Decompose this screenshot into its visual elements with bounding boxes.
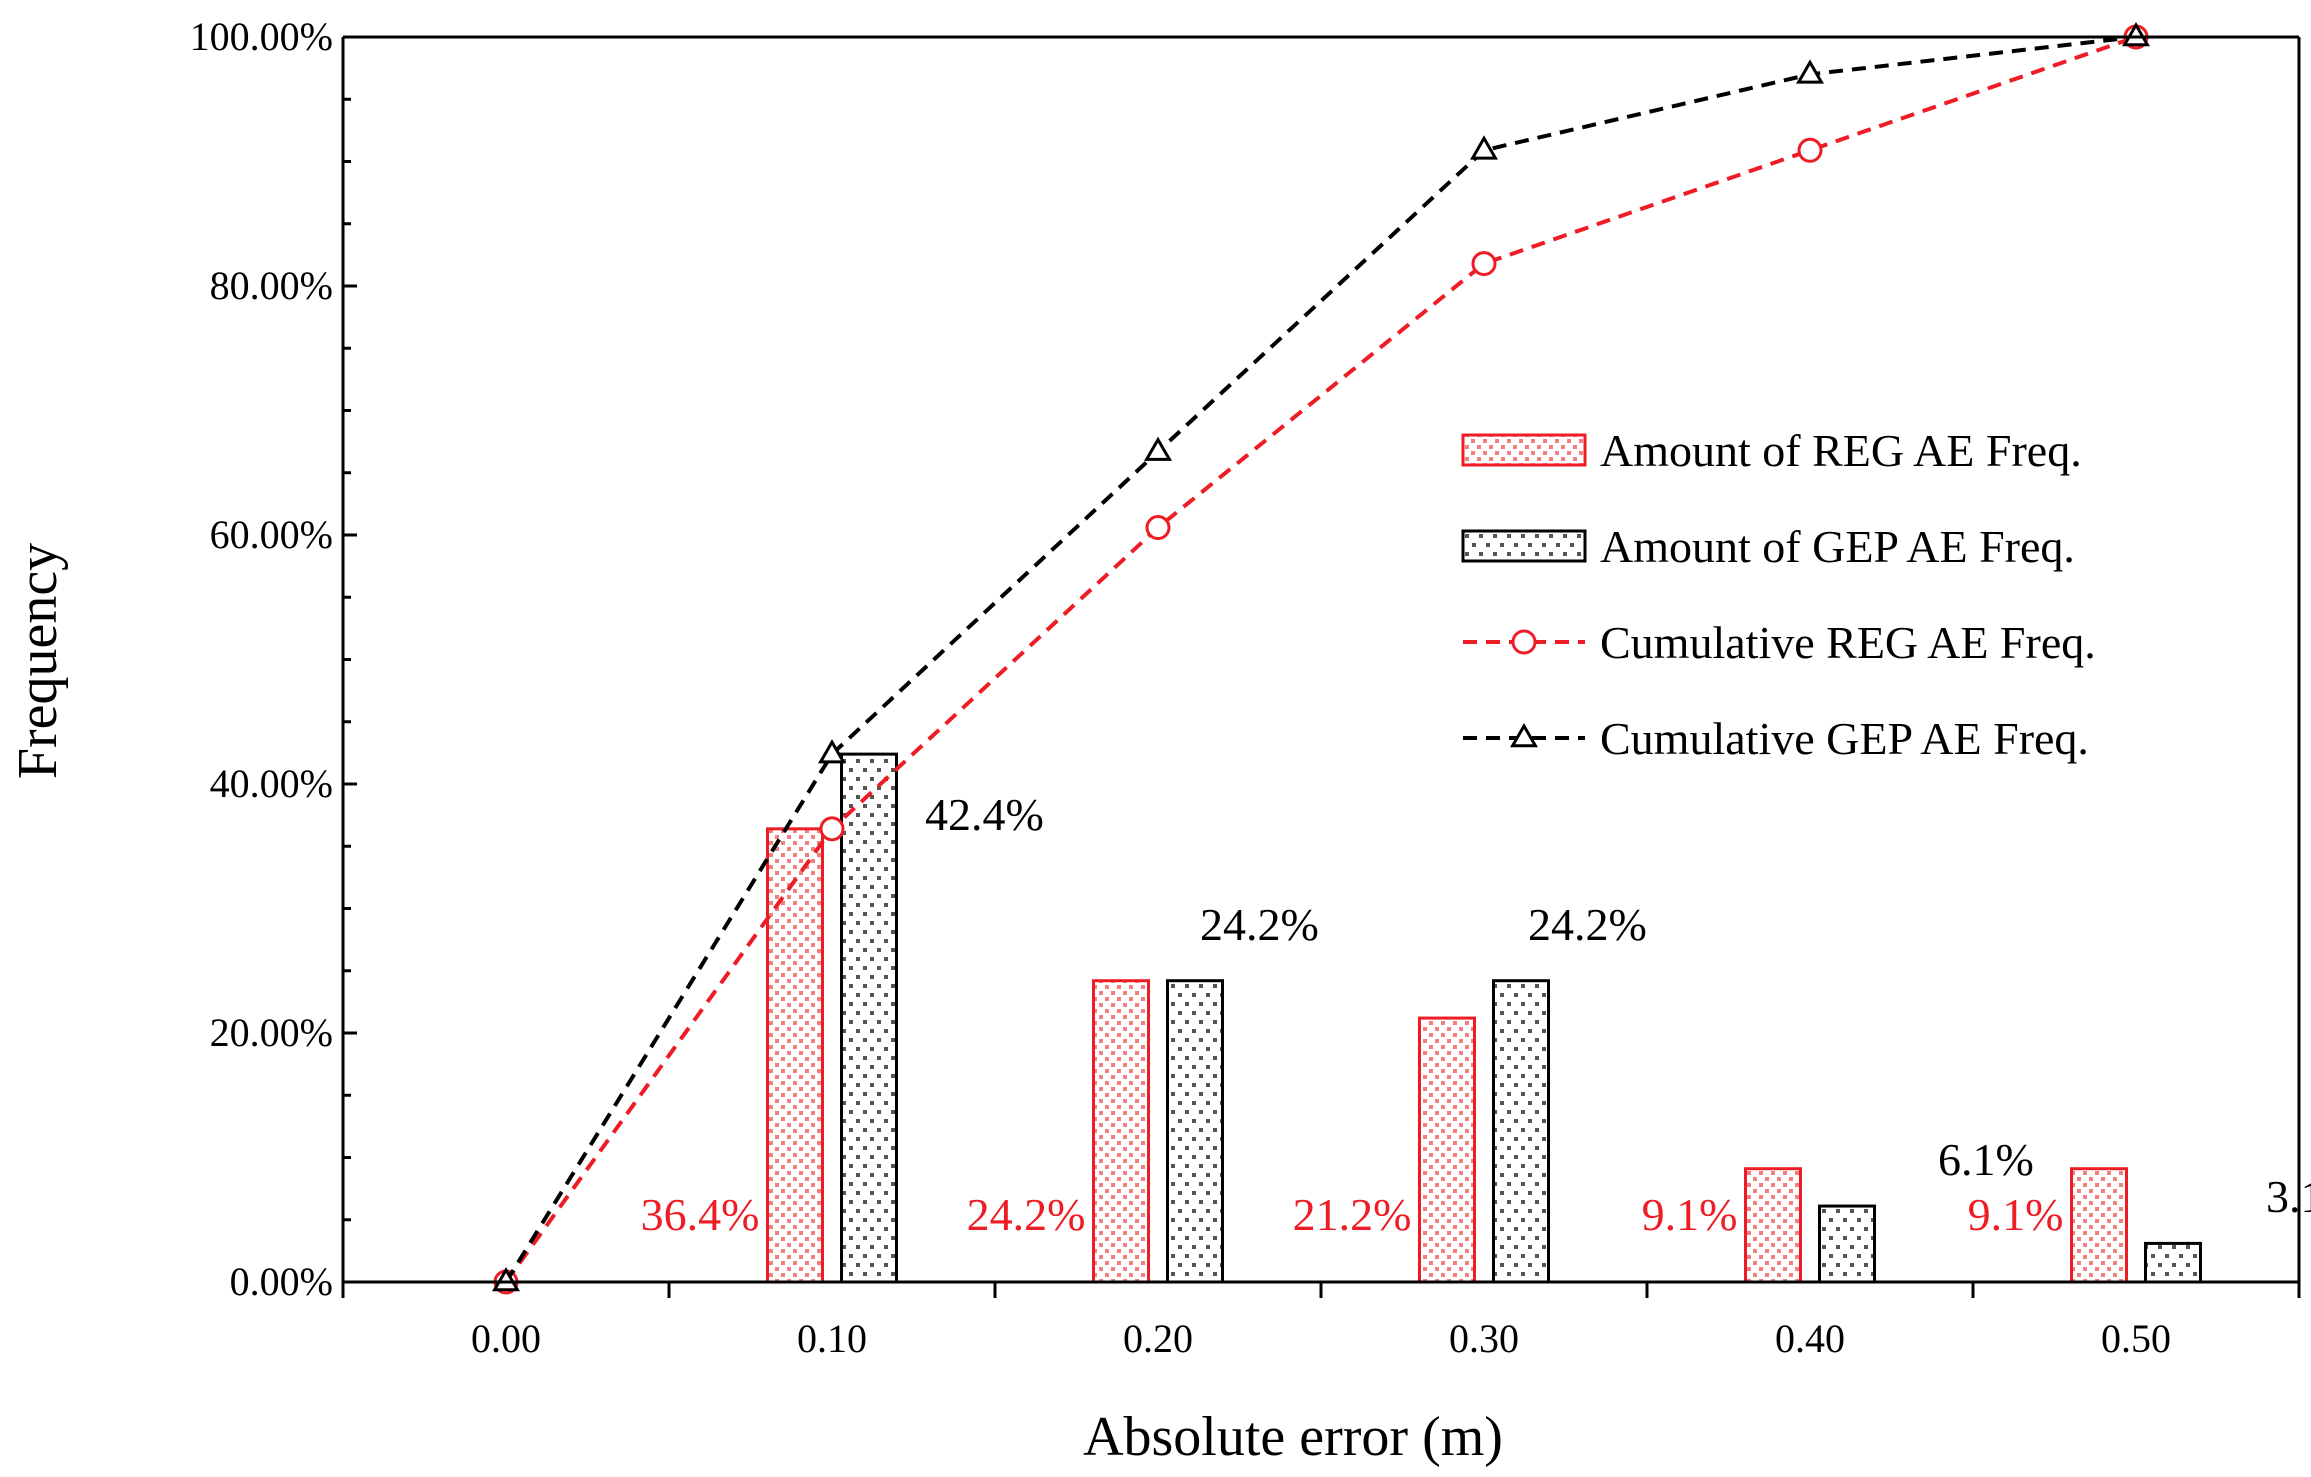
gep-bar-value-label: 6.1%: [1938, 1134, 2034, 1185]
gep-bar: [2144, 1241, 2202, 1284]
reg-bar: [766, 827, 824, 1284]
reg-bar-value-label: 21.2%: [1293, 1189, 1412, 1240]
gep-cumulative-point: [1796, 59, 1824, 84]
y-tick-label: 20.00%: [210, 1010, 333, 1055]
reg-cumulative-point: [819, 816, 845, 842]
x-axis-title: Absolute error (m): [1083, 1406, 1503, 1468]
reg-bar-value-label: 9.1%: [1642, 1189, 1738, 1240]
y-tick-label: 60.00%: [210, 512, 333, 557]
gep-bar-value-label: 42.4%: [925, 789, 1044, 840]
reg-bar-value-label: 9.1%: [1968, 1189, 2064, 1240]
legend-label-reg-bar: Amount of REG AE Freq.: [1600, 425, 2082, 476]
x-tick-label: 0.40: [1775, 1316, 1845, 1361]
legend-marker-reg: [1511, 629, 1537, 655]
legend-label-gep-line: Cumulative GEP AE Freq.: [1600, 713, 2089, 764]
gep-bar: [1492, 979, 1550, 1284]
legend-swatch-gep-bar: [1461, 529, 1587, 563]
reg-cumulative-point: [1471, 251, 1497, 277]
gep-cumulative-point: [492, 1266, 520, 1292]
reg-cumulative-point: [1797, 137, 1823, 163]
legend-label-reg-line: Cumulative REG AE Freq.: [1600, 617, 2096, 668]
reg-bar: [1092, 979, 1150, 1284]
y-axis-title: Frequency: [7, 543, 69, 779]
gep-cumulative-line: [504, 35, 2137, 1284]
x-tick-label: 0.50: [2101, 1316, 2171, 1361]
x-tick-label: 0.30: [1449, 1316, 1519, 1361]
axes-layer: 0.00% 20.00% 40.00% 60.00% 80.00% 100.00% 0.00…: [190, 14, 2301, 1361]
y-tick-label: 100.00%: [190, 14, 333, 59]
y-tick-label: 80.00%: [210, 263, 333, 308]
bar-labels-layer: 36.4% 24.2% 21.2% 9.1% 9.1% 42.4% 24.2% 24.2% 6.…: [641, 789, 2311, 1240]
y-tick-label: 0.00%: [230, 1259, 333, 1304]
gep-bar-value-label: 24.2%: [1528, 899, 1647, 950]
x-tick-label: 0.10: [797, 1316, 867, 1361]
reg-bar-value-label: 24.2%: [967, 1189, 1086, 1240]
gep-bar: [1818, 1204, 1876, 1284]
legend: Amount of REG AE Freq. Amount of GEP AE F…: [1461, 425, 2096, 764]
reg-bar: [1418, 1016, 1476, 1284]
x-tick-label: 0.20: [1123, 1316, 1193, 1361]
legend-label-gep-bar: Amount of GEP AE Freq.: [1600, 521, 2075, 572]
gep-bar-value-label: 3.1%: [2266, 1171, 2311, 1222]
bars-layer: [766, 752, 2202, 1284]
lines-layer: [492, 21, 2150, 1295]
gep-cumulative-point: [1470, 135, 1498, 160]
gep-bar-value-label: 24.2%: [1200, 899, 1319, 950]
reg-bar-value-label: 36.4%: [641, 1189, 760, 1240]
reg-cumulative-point: [1145, 515, 1171, 541]
gep-bar: [1166, 979, 1224, 1284]
legend-marker-gep: [1510, 722, 1538, 748]
reg-bar: [1744, 1167, 1802, 1284]
legend-swatch-reg-bar: [1461, 433, 1587, 467]
y-tick-label: 40.00%: [210, 761, 333, 806]
gep-bar: [840, 752, 898, 1284]
reg-cumulative-line: [504, 35, 2137, 1284]
reg-bar: [2070, 1167, 2128, 1284]
gep-cumulative-point: [2122, 21, 2150, 47]
x-tick-label: 0.00: [471, 1316, 541, 1361]
gep-cumulative-point: [818, 739, 846, 764]
gep-cumulative-point: [1144, 436, 1172, 461]
